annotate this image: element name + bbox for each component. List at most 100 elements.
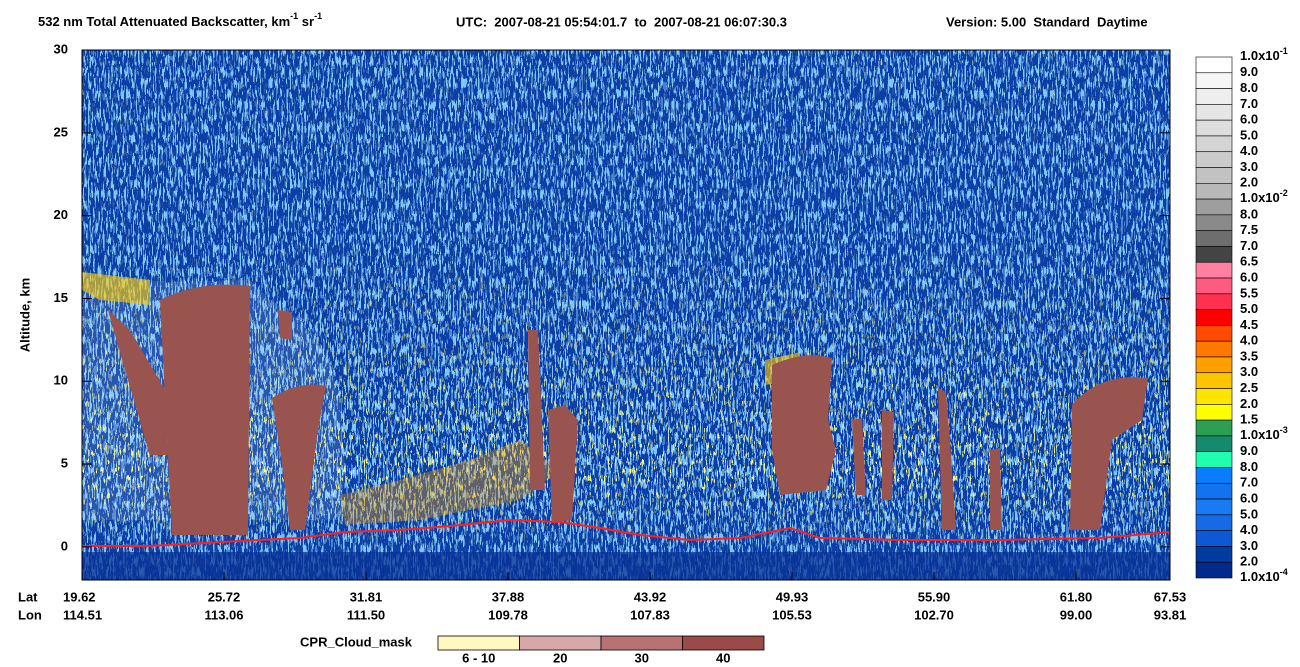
colorbar-label-base: 1.0x10: [1240, 48, 1280, 63]
colorbar-label: 4.0: [1240, 522, 1258, 537]
lat-label: Lat: [18, 589, 38, 604]
lat-tick-label: 19.62: [63, 589, 96, 604]
colorbar-label: 1.0x10-1: [1240, 46, 1288, 63]
colorbar-box: [1195, 198, 1233, 216]
colorbar-box: [1195, 183, 1233, 200]
y-tick-label: 15: [54, 290, 68, 305]
colorbar-label-sup: -4: [1280, 567, 1288, 577]
colorbar-box: [1195, 261, 1233, 279]
plot-frame: [81, 49, 1171, 581]
colorbar-label: 9.0: [1240, 64, 1258, 79]
colorbar-label: 2.0: [1240, 554, 1258, 569]
colorbar-label: 5.5: [1240, 285, 1258, 300]
lat-tick-label: 31.81: [350, 589, 383, 604]
colorbar-label-base: 1.0x10: [1240, 427, 1280, 442]
lon-tick-label: 102.70: [914, 607, 954, 622]
colorbar-label: 8.0: [1240, 459, 1258, 474]
lon-label: Lon: [18, 607, 42, 622]
colorbar-box: [1195, 167, 1233, 184]
colorbar-box: [1195, 514, 1233, 531]
colorbar-label: 2.0: [1240, 396, 1258, 411]
colorbar-label: 6.0: [1240, 490, 1258, 505]
curtain-image: [82, 50, 1170, 580]
colorbar-label: 3.0: [1240, 364, 1258, 379]
y-tick-label: 20: [54, 207, 68, 222]
lat-tick-label: 25.72: [208, 589, 241, 604]
colorbar-box: [1195, 246, 1233, 263]
colorbar-label: 5.0: [1240, 506, 1258, 521]
cloud-mask-tick-label: 30: [635, 650, 649, 665]
lon-tick-label: 99.00: [1060, 607, 1093, 622]
y-tick-label: 5: [61, 456, 68, 471]
colorbar-box: [1195, 356, 1233, 374]
cloud-mask-box: [437, 635, 520, 651]
title-sup: -1: [314, 11, 322, 21]
colorbar-label: 6.5: [1240, 254, 1258, 269]
colorbar-box: [1195, 309, 1233, 326]
colorbar-label: 1.0x10-3: [1240, 425, 1288, 442]
lat-tick-label: 37.88: [492, 589, 525, 604]
colorbar-box: [1195, 119, 1233, 137]
cloud-mask-tick-label: 20: [553, 650, 567, 665]
chart-title: 532 nm Total Attenuated Backscatter, km-…: [38, 11, 322, 29]
colorbar-label: 7.5: [1240, 222, 1258, 237]
colorbar-label: 1.5: [1240, 412, 1258, 427]
colorbar-label-sup: -3: [1280, 425, 1288, 435]
colorbar-label: 7.0: [1240, 475, 1258, 490]
colorbar-box: [1195, 277, 1233, 295]
y-axis-label: Altitude, km: [17, 278, 32, 352]
title-text: 532 nm Total Attenuated Backscatter, km: [38, 14, 290, 29]
colorbar-box: [1195, 546, 1233, 563]
colorbar-box: [1195, 230, 1233, 247]
title-sup: -1: [290, 11, 298, 21]
lon-tick-label: 111.50: [347, 607, 385, 622]
lon-tick-label: 109.78: [488, 607, 528, 622]
colorbar-box: [1195, 467, 1233, 484]
y-tick-label: 10: [54, 373, 68, 388]
colorbar-label: 8.0: [1240, 206, 1258, 221]
y-tick-label: 30: [54, 41, 68, 56]
colorbar-label: 7.0: [1240, 96, 1258, 111]
colorbar-box: [1195, 451, 1233, 468]
colorbar-box: [1195, 214, 1233, 231]
colorbar-box: [1195, 404, 1233, 421]
cloud-mask-box: [682, 635, 765, 651]
lon-tick-label: 107.83: [630, 607, 670, 622]
colorbar-box: [1195, 498, 1233, 516]
lat-tick-label: 67.53: [1154, 589, 1187, 604]
cloud-mask-label: CPR_Cloud_mask: [300, 634, 413, 649]
colorbar-label: 4.5: [1240, 317, 1258, 332]
colorbar-box: [1195, 561, 1233, 579]
colorbar-label: 4.0: [1240, 333, 1258, 348]
colorbar-box: [1195, 435, 1233, 452]
lon-tick-label: 105.53: [772, 607, 812, 622]
lat-tick-label: 43.92: [634, 589, 667, 604]
cloud-mask-box: [600, 635, 683, 651]
cloud-mask-tick-label: 6 - 10: [462, 650, 495, 665]
colorbar-label: 3.0: [1240, 159, 1258, 174]
colorbar-box: [1195, 151, 1233, 168]
colorbar-label-sup: -2: [1280, 188, 1288, 198]
colorbar-box: [1195, 388, 1233, 405]
colorbar-label: 1.0x10-2: [1240, 188, 1288, 205]
colorbar-label: 1.0x10-4: [1240, 567, 1288, 584]
colorbar-box: [1195, 340, 1233, 358]
colorbar-label: 6.0: [1240, 112, 1258, 127]
utc-range: UTC: 2007-08-21 05:54:01.7 to 2007-08-21…: [456, 14, 787, 29]
cloud-mask-tick-label: 40: [716, 650, 730, 665]
colorbar-box: [1195, 104, 1233, 121]
title-unit: sr: [298, 14, 314, 29]
colorbar-label: 8.0: [1240, 80, 1258, 95]
colorbar-label: 5.0: [1240, 301, 1258, 316]
y-tick-label: 0: [61, 538, 68, 553]
colorbar-box: [1195, 88, 1233, 105]
colorbar-label: 2.5: [1240, 380, 1258, 395]
lat-tick-label: 55.90: [918, 589, 951, 604]
colorbar-label-sup: -1: [1280, 46, 1288, 56]
y-tick-label: 25: [54, 124, 68, 139]
lon-tick-label: 114.51: [63, 607, 102, 622]
colorbar-label: 3.0: [1240, 538, 1258, 553]
colorbar-box: [1195, 325, 1233, 342]
lat-tick-label: 61.80: [1060, 589, 1093, 604]
